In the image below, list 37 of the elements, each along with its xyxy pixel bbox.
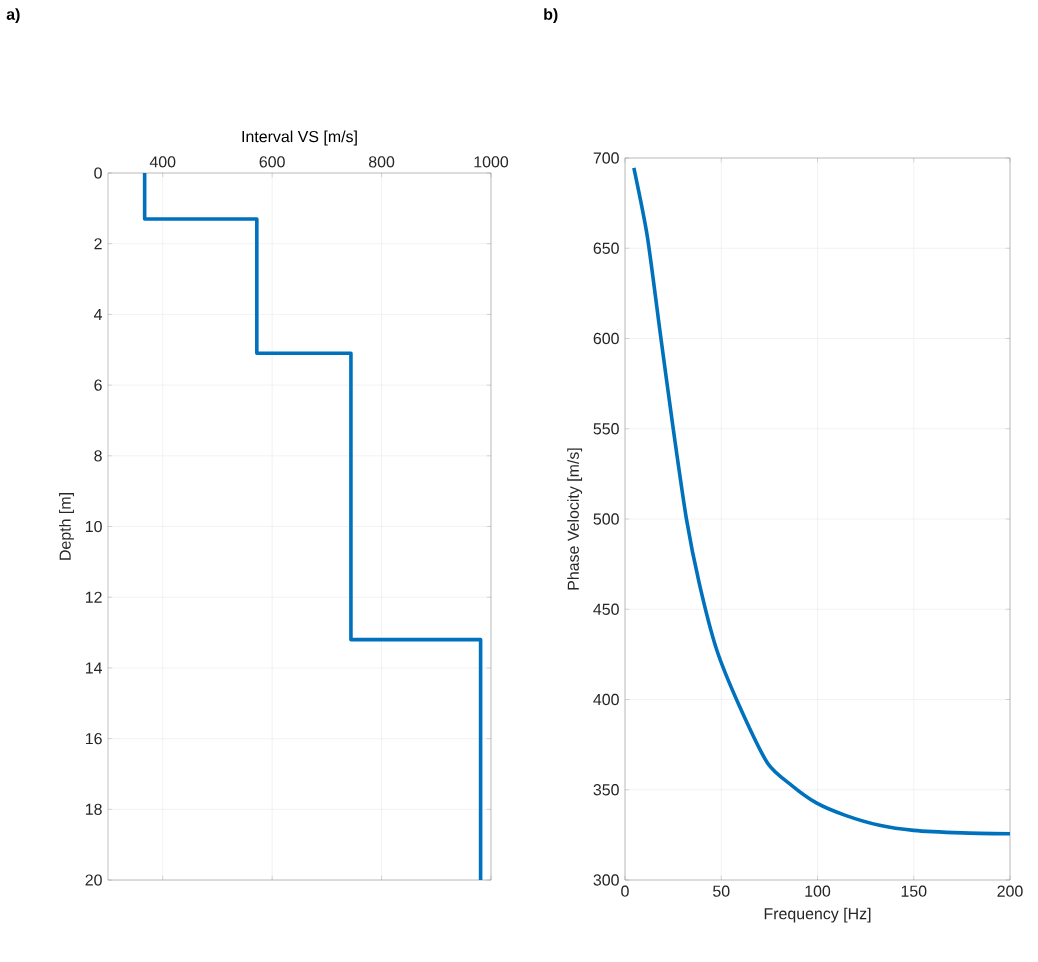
x-axis-title: Interval VS [m/s] [242,130,357,146]
x-tick-label: 200 [997,885,1023,897]
y-tick-label: 300 [593,874,619,886]
y-tick-label: 400 [593,693,619,706]
x-tick-label: 50 [713,885,730,897]
y-axis-title: Depth [m] [59,493,74,560]
y-tick-label: 550 [593,423,619,435]
line-series [632,166,1011,836]
y-tick-label: 2 [94,238,102,250]
x-tick-label: 150 [901,885,927,897]
y-tick-label: 10 [85,520,102,533]
x-tick-label: 0 [621,885,629,897]
y-tick-label: 450 [593,603,619,615]
y-tick-label: 4 [93,308,103,320]
x-tick-label: 600 [259,156,285,168]
x-tick-label: 100 [805,885,831,897]
y-tick-label: 650 [593,242,619,254]
x-tick-label: 1000 [474,156,509,168]
y-axis-title: Phase Velocity [m/s] [567,448,583,590]
y-tick-label: 6 [94,379,102,391]
chart-title: a) [6,8,20,24]
y-tick-label: 18 [85,803,102,815]
y-tick-label: 12 [85,591,102,603]
y-tick-label: 700 [593,152,619,164]
y-tick-label: 350 [593,784,619,796]
y-tick-label: 600 [593,332,619,345]
y-tick-label: 8 [94,450,102,462]
x-tick-label: 400 [149,156,176,168]
x-tick-label: 800 [368,156,395,168]
y-tick-label: 0 [94,167,102,179]
chart-title: b) [544,8,558,24]
y-tick-label: 20 [85,874,102,886]
y-tick-label: 500 [593,513,619,525]
y-tick-label: 14 [85,662,103,674]
x-axis-title: Frequency [Hz] [764,907,871,923]
y-tick-label: 16 [85,732,102,745]
line-series [142,173,483,881]
